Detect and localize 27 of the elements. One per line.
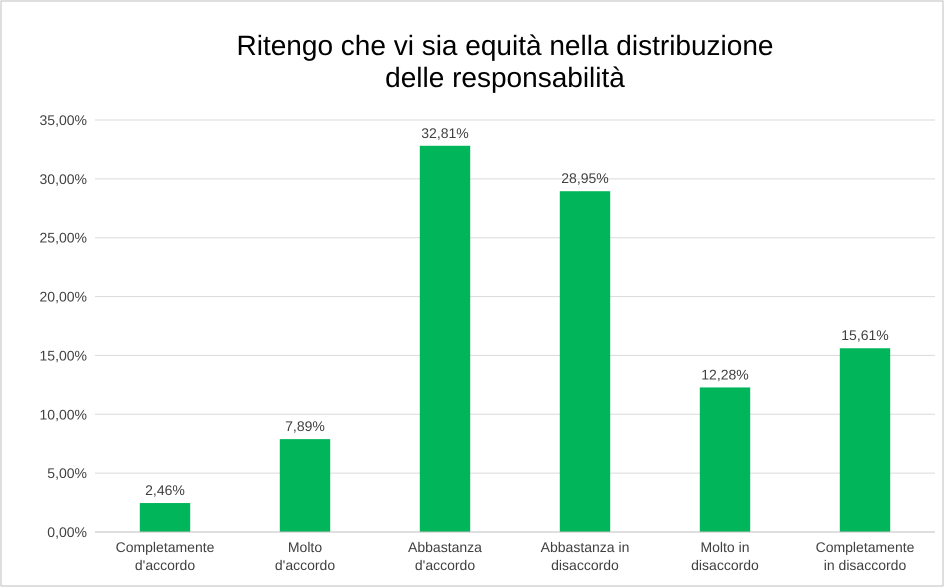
bar	[280, 439, 330, 532]
y-tick-label: 15,00%	[40, 347, 87, 364]
x-tick-label: Abbastanza in disaccordo	[540, 539, 630, 573]
data-label: 15,61%	[841, 327, 889, 344]
y-tick-label: 35,00%	[40, 112, 87, 128]
chart-title: Ritengo che vi sia equità nella distribuzione delle responsabilità	[236, 30, 774, 93]
x-tick-label: Molto d'accordo	[274, 539, 336, 573]
x-tick-label: Abbastanza d'accordo	[408, 539, 482, 573]
x-tick-label: Completamente in disaccordo	[816, 539, 915, 573]
bar	[140, 503, 190, 532]
x-tick-label: Completamente d'accordo	[116, 539, 215, 573]
y-tick-label: 25,00%	[40, 230, 87, 246]
bar	[840, 348, 890, 532]
data-label: 2,46%	[145, 482, 185, 498]
data-label: 32,81%	[421, 124, 469, 141]
y-tick-label: 20,00%	[40, 288, 87, 305]
y-tick-label: 5,00%	[47, 465, 87, 482]
bar	[420, 146, 470, 532]
bar	[560, 191, 610, 532]
y-tick-label: 10,00%	[40, 406, 87, 422]
y-tick-label: 0,00%	[47, 524, 87, 540]
data-label: 7,89%	[285, 418, 325, 434]
x-tick-label: Molto in disaccordo	[691, 539, 760, 573]
data-label: 28,95%	[561, 170, 609, 186]
y-tick-label: 30,00%	[40, 170, 87, 187]
data-label: 12,28%	[701, 366, 749, 382]
bar	[700, 387, 750, 532]
